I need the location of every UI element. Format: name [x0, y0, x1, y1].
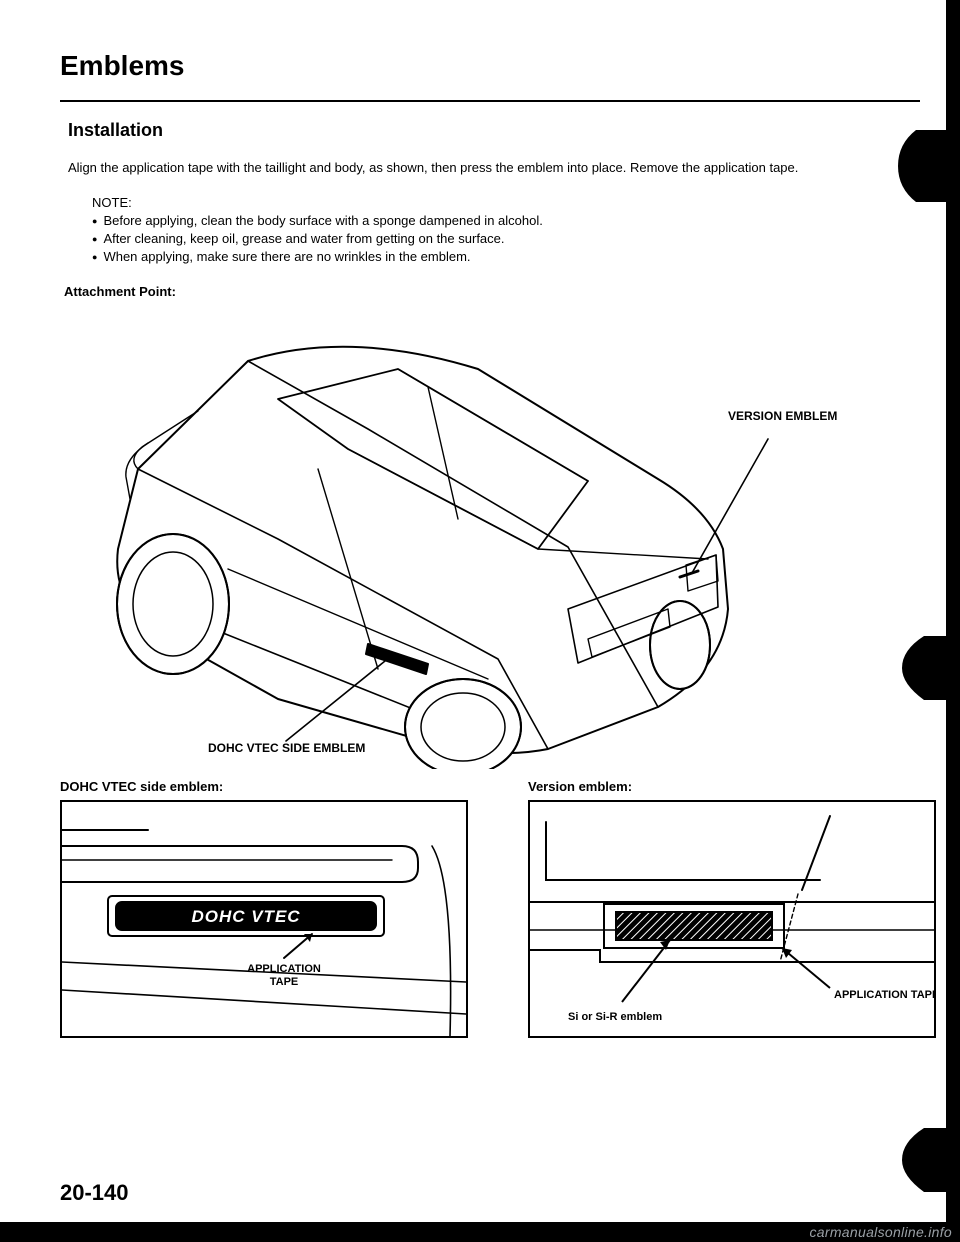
- version-detail-box: APPLICATION TAPE Si or Si-R emblem: [528, 800, 936, 1038]
- note-label: NOTE:: [92, 195, 920, 210]
- dohc-detail-block: DOHC VTEC side emblem:: [60, 779, 468, 1038]
- version-detail-title: Version emblem:: [528, 779, 936, 794]
- note-item: Before applying, clean the body surface …: [92, 212, 920, 230]
- note-item: When applying, make sure there are no wr…: [92, 248, 920, 266]
- callout-version-emblem: VERSION EMBLEM: [728, 409, 837, 423]
- dohc-detail-svg: DOHC VTEC APPLICATION TAPE: [62, 802, 466, 1036]
- car-isometric-svg: [68, 309, 888, 769]
- watermark-text: carmanualsonline.info: [810, 1224, 953, 1240]
- attachment-label: Attachment Point:: [64, 284, 920, 299]
- title-rule: [60, 100, 920, 102]
- dohc-detail-title: DOHC VTEC side emblem:: [60, 779, 468, 794]
- binding-edge: [896, 0, 960, 1242]
- intro-paragraph: Align the application tape with the tail…: [68, 159, 888, 177]
- section-subtitle: Installation: [68, 120, 920, 141]
- callout-dohc-side-emblem: DOHC VTEC SIDE EMBLEM: [208, 741, 365, 755]
- binding-tabs-svg: [896, 0, 960, 1242]
- main-diagram-area: VERSION EMBLEM DOHC VTEC SIDE EMBLEM: [68, 309, 888, 769]
- svg-text:TAPE: TAPE: [270, 976, 299, 988]
- note-item: After cleaning, keep oil, grease and wat…: [92, 230, 920, 248]
- dohc-detail-box: DOHC VTEC APPLICATION TAPE: [60, 800, 468, 1038]
- svg-text:Si or Si-R emblem: Si or Si-R emblem: [568, 1011, 662, 1023]
- svg-text:DOHC VTEC: DOHC VTEC: [191, 907, 300, 926]
- svg-text:APPLICATION: APPLICATION: [247, 963, 321, 975]
- version-detail-block: Version emblem:: [528, 779, 936, 1038]
- page-number: 20-140: [60, 1180, 129, 1206]
- version-detail-svg: APPLICATION TAPE Si or Si-R emblem: [530, 802, 934, 1036]
- note-block: NOTE: Before applying, clean the body su…: [92, 195, 920, 267]
- page-title: Emblems: [60, 50, 920, 82]
